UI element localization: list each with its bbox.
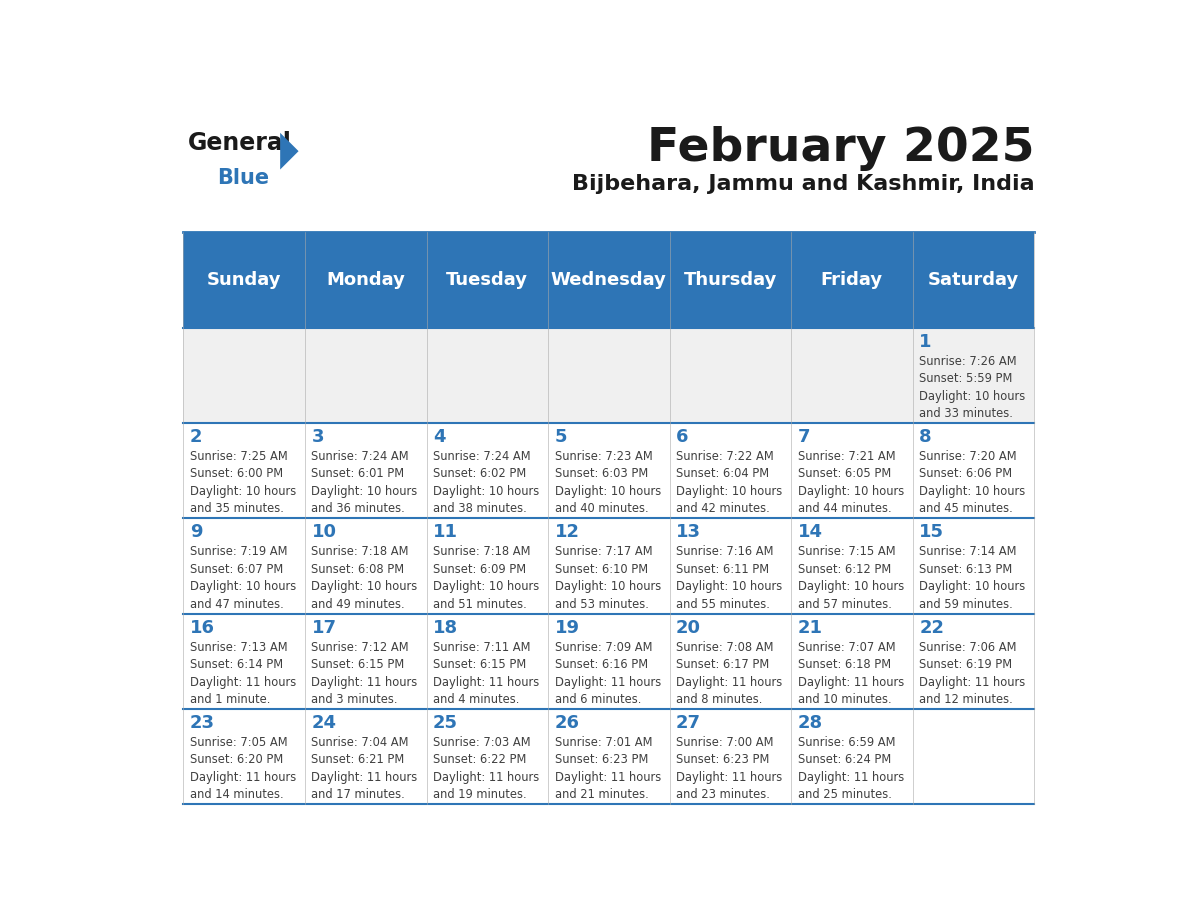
- Text: Sunrise: 7:19 AM
Sunset: 6:07 PM
Daylight: 10 hours
and 47 minutes.: Sunrise: 7:19 AM Sunset: 6:07 PM Dayligh…: [190, 545, 296, 610]
- Text: 26: 26: [555, 714, 580, 732]
- Text: 23: 23: [190, 714, 215, 732]
- Text: Sunrise: 7:24 AM
Sunset: 6:02 PM
Daylight: 10 hours
and 38 minutes.: Sunrise: 7:24 AM Sunset: 6:02 PM Dayligh…: [432, 450, 539, 515]
- Text: Sunrise: 7:09 AM
Sunset: 6:16 PM
Daylight: 11 hours
and 6 minutes.: Sunrise: 7:09 AM Sunset: 6:16 PM Dayligh…: [555, 641, 661, 706]
- Text: 12: 12: [555, 523, 580, 542]
- Text: 15: 15: [920, 523, 944, 542]
- Bar: [183, 423, 1035, 519]
- Text: 7: 7: [797, 428, 810, 446]
- Text: Sunrise: 7:05 AM
Sunset: 6:20 PM
Daylight: 11 hours
and 14 minutes.: Sunrise: 7:05 AM Sunset: 6:20 PM Dayligh…: [190, 736, 296, 801]
- Text: 22: 22: [920, 619, 944, 636]
- Text: 16: 16: [190, 619, 215, 636]
- Text: Sunrise: 7:07 AM
Sunset: 6:18 PM
Daylight: 11 hours
and 10 minutes.: Sunrise: 7:07 AM Sunset: 6:18 PM Dayligh…: [797, 641, 904, 706]
- Text: Sunrise: 7:08 AM
Sunset: 6:17 PM
Daylight: 11 hours
and 8 minutes.: Sunrise: 7:08 AM Sunset: 6:17 PM Dayligh…: [676, 641, 783, 706]
- Text: 13: 13: [676, 523, 701, 542]
- Bar: [183, 328, 1035, 423]
- Text: 18: 18: [432, 619, 459, 636]
- Text: Sunrise: 7:18 AM
Sunset: 6:08 PM
Daylight: 10 hours
and 49 minutes.: Sunrise: 7:18 AM Sunset: 6:08 PM Dayligh…: [311, 545, 418, 610]
- Text: Sunrise: 7:26 AM
Sunset: 5:59 PM
Daylight: 10 hours
and 33 minutes.: Sunrise: 7:26 AM Sunset: 5:59 PM Dayligh…: [920, 354, 1025, 420]
- Text: 20: 20: [676, 619, 701, 636]
- Text: Sunrise: 7:25 AM
Sunset: 6:00 PM
Daylight: 10 hours
and 35 minutes.: Sunrise: 7:25 AM Sunset: 6:00 PM Dayligh…: [190, 450, 296, 515]
- Text: 25: 25: [432, 714, 459, 732]
- Text: Sunrise: 7:22 AM
Sunset: 6:04 PM
Daylight: 10 hours
and 42 minutes.: Sunrise: 7:22 AM Sunset: 6:04 PM Dayligh…: [676, 450, 783, 515]
- Text: General: General: [188, 131, 292, 155]
- Text: Sunrise: 7:20 AM
Sunset: 6:06 PM
Daylight: 10 hours
and 45 minutes.: Sunrise: 7:20 AM Sunset: 6:06 PM Dayligh…: [920, 450, 1025, 515]
- Text: Sunrise: 6:59 AM
Sunset: 6:24 PM
Daylight: 11 hours
and 25 minutes.: Sunrise: 6:59 AM Sunset: 6:24 PM Dayligh…: [797, 736, 904, 801]
- Text: 3: 3: [311, 428, 324, 446]
- Text: 14: 14: [797, 523, 822, 542]
- Text: Sunrise: 7:15 AM
Sunset: 6:12 PM
Daylight: 10 hours
and 57 minutes.: Sunrise: 7:15 AM Sunset: 6:12 PM Dayligh…: [797, 545, 904, 610]
- Text: Wednesday: Wednesday: [551, 271, 666, 289]
- Text: 17: 17: [311, 619, 336, 636]
- Text: Blue: Blue: [217, 168, 270, 188]
- Text: 24: 24: [311, 714, 336, 732]
- Text: 4: 4: [432, 428, 446, 446]
- Bar: [183, 709, 1035, 804]
- Bar: [183, 232, 1035, 328]
- Text: 21: 21: [797, 619, 822, 636]
- Polygon shape: [280, 133, 298, 170]
- Text: Sunrise: 7:13 AM
Sunset: 6:14 PM
Daylight: 11 hours
and 1 minute.: Sunrise: 7:13 AM Sunset: 6:14 PM Dayligh…: [190, 641, 296, 706]
- Bar: [183, 519, 1035, 613]
- Text: Monday: Monday: [327, 271, 405, 289]
- Text: 19: 19: [555, 619, 580, 636]
- Text: Sunrise: 7:24 AM
Sunset: 6:01 PM
Daylight: 10 hours
and 36 minutes.: Sunrise: 7:24 AM Sunset: 6:01 PM Dayligh…: [311, 450, 418, 515]
- Text: Sunrise: 7:21 AM
Sunset: 6:05 PM
Daylight: 10 hours
and 44 minutes.: Sunrise: 7:21 AM Sunset: 6:05 PM Dayligh…: [797, 450, 904, 515]
- Text: Sunrise: 7:11 AM
Sunset: 6:15 PM
Daylight: 11 hours
and 4 minutes.: Sunrise: 7:11 AM Sunset: 6:15 PM Dayligh…: [432, 641, 539, 706]
- Text: 2: 2: [190, 428, 202, 446]
- Text: 27: 27: [676, 714, 701, 732]
- Text: 10: 10: [311, 523, 336, 542]
- Bar: [183, 613, 1035, 709]
- Text: Sunrise: 7:18 AM
Sunset: 6:09 PM
Daylight: 10 hours
and 51 minutes.: Sunrise: 7:18 AM Sunset: 6:09 PM Dayligh…: [432, 545, 539, 610]
- Text: Friday: Friday: [821, 271, 883, 289]
- Text: Sunrise: 7:03 AM
Sunset: 6:22 PM
Daylight: 11 hours
and 19 minutes.: Sunrise: 7:03 AM Sunset: 6:22 PM Dayligh…: [432, 736, 539, 801]
- Text: Bijbehara, Jammu and Kashmir, India: Bijbehara, Jammu and Kashmir, India: [571, 174, 1035, 194]
- Text: Sunrise: 7:23 AM
Sunset: 6:03 PM
Daylight: 10 hours
and 40 minutes.: Sunrise: 7:23 AM Sunset: 6:03 PM Dayligh…: [555, 450, 661, 515]
- Text: 28: 28: [797, 714, 823, 732]
- Text: February 2025: February 2025: [646, 127, 1035, 172]
- Text: 1: 1: [920, 332, 931, 351]
- Text: 6: 6: [676, 428, 689, 446]
- Text: Sunday: Sunday: [207, 271, 282, 289]
- Text: Sunrise: 7:01 AM
Sunset: 6:23 PM
Daylight: 11 hours
and 21 minutes.: Sunrise: 7:01 AM Sunset: 6:23 PM Dayligh…: [555, 736, 661, 801]
- Text: Tuesday: Tuesday: [447, 271, 529, 289]
- Text: Sunrise: 7:06 AM
Sunset: 6:19 PM
Daylight: 11 hours
and 12 minutes.: Sunrise: 7:06 AM Sunset: 6:19 PM Dayligh…: [920, 641, 1025, 706]
- Text: 5: 5: [555, 428, 567, 446]
- Text: 8: 8: [920, 428, 931, 446]
- Text: Sunrise: 7:16 AM
Sunset: 6:11 PM
Daylight: 10 hours
and 55 minutes.: Sunrise: 7:16 AM Sunset: 6:11 PM Dayligh…: [676, 545, 783, 610]
- Text: Saturday: Saturday: [928, 271, 1019, 289]
- Text: 9: 9: [190, 523, 202, 542]
- Text: Thursday: Thursday: [684, 271, 777, 289]
- Text: Sunrise: 7:17 AM
Sunset: 6:10 PM
Daylight: 10 hours
and 53 minutes.: Sunrise: 7:17 AM Sunset: 6:10 PM Dayligh…: [555, 545, 661, 610]
- Text: Sunrise: 7:00 AM
Sunset: 6:23 PM
Daylight: 11 hours
and 23 minutes.: Sunrise: 7:00 AM Sunset: 6:23 PM Dayligh…: [676, 736, 783, 801]
- Text: Sunrise: 7:04 AM
Sunset: 6:21 PM
Daylight: 11 hours
and 17 minutes.: Sunrise: 7:04 AM Sunset: 6:21 PM Dayligh…: [311, 736, 418, 801]
- Text: 11: 11: [432, 523, 459, 542]
- Text: Sunrise: 7:14 AM
Sunset: 6:13 PM
Daylight: 10 hours
and 59 minutes.: Sunrise: 7:14 AM Sunset: 6:13 PM Dayligh…: [920, 545, 1025, 610]
- Text: Sunrise: 7:12 AM
Sunset: 6:15 PM
Daylight: 11 hours
and 3 minutes.: Sunrise: 7:12 AM Sunset: 6:15 PM Dayligh…: [311, 641, 418, 706]
